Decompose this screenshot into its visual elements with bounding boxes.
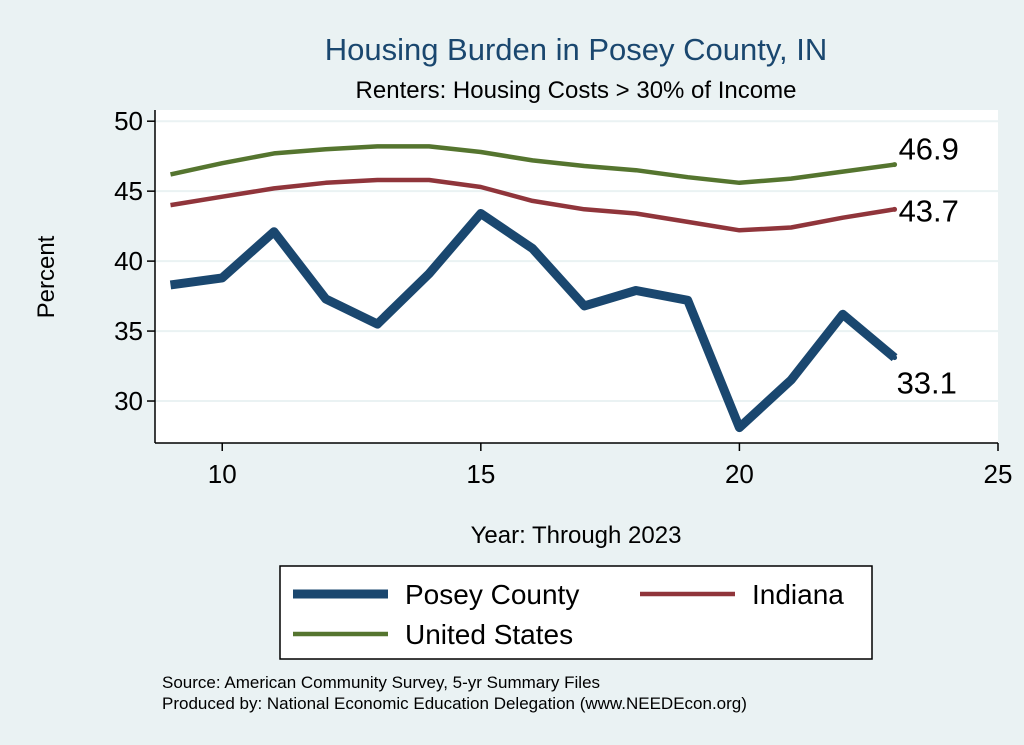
producer-note: Produced by: National Economic Education…: [162, 694, 747, 713]
series-line-indiana: [170, 177, 895, 233]
legend: Posey County Indiana United States: [279, 565, 873, 660]
chart-title: Housing Burden in Posey County, IN: [325, 32, 828, 67]
y-tick-label-45: 45: [114, 176, 143, 206]
x-axis-label: Year: Through 2023: [471, 522, 682, 549]
series-end-point-indiana: [892, 206, 898, 212]
x-tick-label-10: 10: [208, 459, 237, 489]
y-tick-label-30: 30: [114, 386, 143, 416]
series-layer: [169, 144, 898, 433]
end-label-posey-county: 33.1: [897, 366, 957, 401]
x-ticks: 10 15 20 25: [208, 443, 1013, 489]
x-tick-label-25: 25: [984, 459, 1013, 489]
legend-box: [279, 565, 873, 660]
y-axis-label: Percent: [33, 235, 60, 318]
series-line-posey-county: [169, 209, 898, 433]
x-tick-label-20: 20: [725, 459, 754, 489]
series-end-point-united-states: [892, 162, 898, 168]
y-ticks: 30 35 40 45 50: [114, 106, 155, 416]
y-tick-label-40: 40: [114, 246, 143, 276]
chart-subtitle: Renters: Housing Costs > 30% of Income: [356, 77, 797, 104]
series-line-united-states: [170, 144, 895, 186]
plot-area: [155, 110, 998, 443]
series-end-point-posey-county: [892, 355, 898, 361]
legend-label-indiana: Indiana: [752, 579, 844, 610]
end-label-united-states: 46.9: [899, 132, 959, 167]
legend-label-posey-county: Posey County: [405, 579, 579, 610]
legend-items: Posey County Indiana United States: [293, 579, 844, 650]
y-tick-label-50: 50: [114, 106, 143, 136]
end-label-indiana: 43.7: [899, 193, 959, 228]
end-labels: 33.1 43.7 46.9: [897, 132, 959, 401]
y-tick-label-35: 35: [114, 316, 143, 346]
x-tick-label-15: 15: [466, 459, 495, 489]
legend-label-united-states: United States: [405, 619, 573, 650]
source-note: Source: American Community Survey, 5-yr …: [162, 673, 600, 692]
